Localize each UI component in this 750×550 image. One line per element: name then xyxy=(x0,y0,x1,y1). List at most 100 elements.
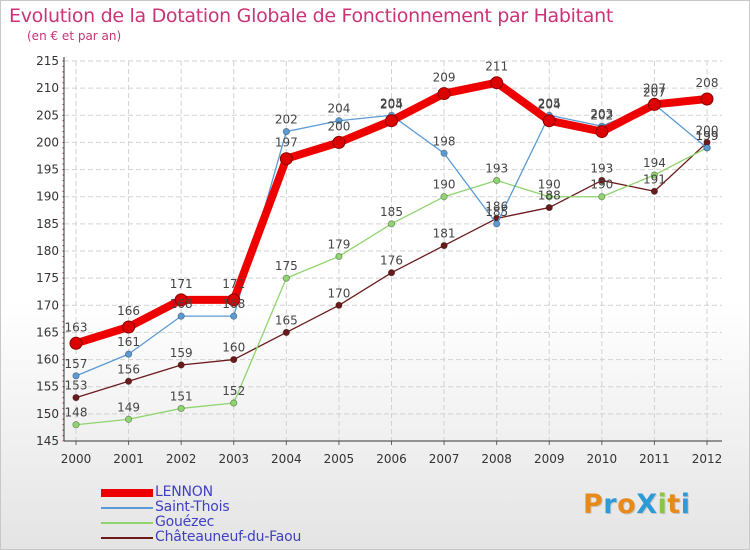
data-label-lennon: 200 xyxy=(327,119,350,133)
y-tick-label: 160 xyxy=(36,353,59,367)
data-point-lennon xyxy=(69,336,83,350)
data-label-saint-thois: 168 xyxy=(222,297,245,311)
y-minor-tick xyxy=(62,277,64,279)
data-label-saint-thois: 205 xyxy=(380,96,403,110)
data-label-lennon: 171 xyxy=(170,277,193,291)
y-minor-tick xyxy=(62,358,64,361)
y-minor-tick xyxy=(62,315,64,317)
y-minor-tick xyxy=(62,141,64,144)
y-tick-label: 200 xyxy=(36,135,59,149)
y-tick-label: 195 xyxy=(36,163,59,177)
y-minor-tick xyxy=(62,440,64,442)
y-minor-tick xyxy=(62,239,64,241)
data-label-gou-zec: 190 xyxy=(590,178,613,192)
y-minor-tick xyxy=(62,424,64,426)
logo-letter: r xyxy=(603,489,618,520)
y-minor-tick xyxy=(62,250,64,252)
legend-label-saint-thois: Saint-Thois xyxy=(155,499,230,515)
data-label-ch-teauneuf-du-faou: 176 xyxy=(380,254,403,268)
y-minor-tick xyxy=(62,266,64,268)
data-label-gou-zec: 152 xyxy=(222,384,245,398)
data-label-lennon: 171 xyxy=(222,277,245,291)
data-label-gou-zec: 179 xyxy=(327,237,350,251)
data-point-lennon xyxy=(385,114,398,128)
y-minor-tick xyxy=(62,158,64,160)
data-point-lennon xyxy=(595,125,609,139)
y-minor-tick xyxy=(62,244,64,247)
data-point-gou-zec xyxy=(282,274,290,282)
y-minor-tick xyxy=(62,380,64,382)
x-tick-label: 2006 xyxy=(376,452,407,466)
y-minor-tick xyxy=(62,98,64,100)
data-point-gou-zec xyxy=(387,220,396,228)
legend-label-gouezec: Gouézec xyxy=(155,514,215,530)
y-minor-tick xyxy=(62,386,64,388)
data-label-ch-teauneuf-du-faou: 159 xyxy=(170,346,193,360)
y-minor-tick xyxy=(62,310,64,312)
data-label-saint-thois: 202 xyxy=(275,113,298,127)
series-layer xyxy=(69,76,714,429)
y-minor-tick xyxy=(62,402,64,404)
y-minor-tick xyxy=(62,125,64,127)
y-minor-tick xyxy=(62,228,64,230)
data-label-lennon: 204 xyxy=(538,98,561,112)
y-minor-tick xyxy=(62,152,64,154)
y-minor-tick xyxy=(62,320,64,323)
x-tick-label: 2011 xyxy=(639,452,670,466)
y-minor-tick xyxy=(62,217,64,220)
data-label-lennon: 202 xyxy=(590,109,613,123)
data-label-saint-thois: 157 xyxy=(65,357,88,371)
data-point-lennon xyxy=(227,293,241,307)
logo-letter: i xyxy=(680,489,691,520)
data-point-ch-teauneuf-du-faou xyxy=(72,393,80,402)
data-point-saint-thois xyxy=(493,220,501,228)
data-point-saint-thois xyxy=(282,127,290,136)
data-label-gou-zec: 194 xyxy=(643,156,666,170)
y-minor-tick xyxy=(62,369,64,372)
y-tick-label: 185 xyxy=(36,217,59,231)
data-label-lennon: 166 xyxy=(117,304,140,318)
y-minor-tick xyxy=(62,261,64,263)
y-tick-label: 170 xyxy=(36,298,59,312)
data-point-gou-zec xyxy=(440,193,448,201)
logo-letter: o xyxy=(617,489,637,520)
data-point-lennon xyxy=(122,320,136,334)
data-label-lennon: 207 xyxy=(643,81,666,95)
y-tick-label: 215 xyxy=(36,54,59,68)
legend-label-chateauneuf: Châteauneuf-du-Faou xyxy=(155,529,302,545)
y-tick-label: 190 xyxy=(36,190,59,204)
data-label-saint-thois: 185 xyxy=(485,205,508,219)
y-tick-label: 175 xyxy=(36,271,59,285)
data-point-saint-thois xyxy=(703,144,711,152)
x-tick-label: 2001 xyxy=(113,452,144,466)
legend-swatch-chateauneuf xyxy=(101,536,153,539)
data-label-gou-zec: 190 xyxy=(433,178,456,192)
y-minor-tick xyxy=(62,429,64,431)
y-minor-tick xyxy=(62,391,64,393)
y-minor-tick xyxy=(62,234,64,236)
y-minor-tick xyxy=(62,223,64,225)
x-tick-label: 2010 xyxy=(587,452,618,466)
x-tick-label: 2012 xyxy=(692,452,723,466)
y-minor-tick xyxy=(62,120,64,122)
data-label-lennon: 208 xyxy=(696,76,719,90)
data-point-ch-teauneuf-du-faou xyxy=(545,203,553,212)
y-minor-tick xyxy=(62,418,64,420)
x-tick-label: 2009 xyxy=(534,452,565,466)
chart-subtitle: (en € et par an) xyxy=(27,29,122,43)
y-minor-tick xyxy=(62,353,64,355)
data-point-lennon xyxy=(542,114,556,128)
data-label-saint-thois: 161 xyxy=(117,335,140,349)
logo-letter: X xyxy=(636,489,658,520)
y-minor-tick xyxy=(62,293,64,296)
data-label-ch-teauneuf-du-faou: 165 xyxy=(275,313,298,327)
y-minor-tick xyxy=(62,65,64,68)
y-tick-label: 155 xyxy=(36,380,59,394)
y-minor-tick xyxy=(62,136,64,138)
y-minor-tick xyxy=(62,282,64,285)
y-tick-label: 145 xyxy=(36,434,59,448)
data-label-ch-teauneuf-du-faou: 186 xyxy=(485,199,508,213)
data-point-lennon xyxy=(437,87,451,101)
